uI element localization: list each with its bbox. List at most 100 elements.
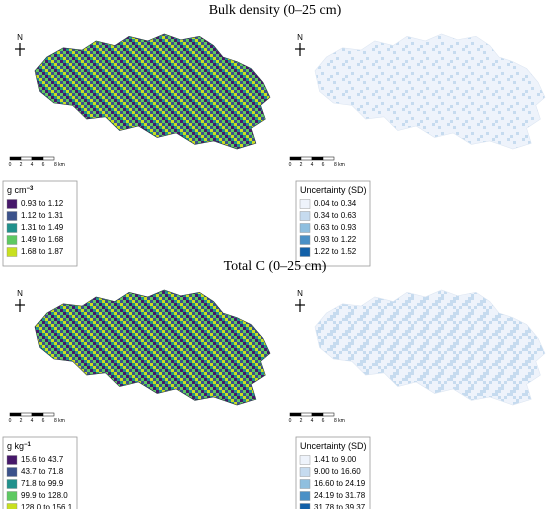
- legend-label: 43.7 to 71.8: [21, 467, 64, 476]
- scale-label: 8 km: [54, 418, 65, 424]
- legend-label: 128.0 to 156.1: [21, 503, 73, 509]
- legend-title-text: g kg: [7, 441, 24, 451]
- legend-swatch: [299, 247, 311, 257]
- legend-swatch: [299, 223, 311, 233]
- panel-title: Total C (0–25 cm): [224, 259, 327, 274]
- scale-bar: [300, 412, 313, 417]
- scale-label: 2: [20, 162, 23, 168]
- map-panel: N 0 2 4 6 8 km Uncertainty (SD) 0.04 to 0.34 0.3…: [289, 33, 546, 267]
- legend-swatch: [299, 479, 311, 489]
- panel-title: Bulk density (0–25 cm): [209, 3, 342, 18]
- scale-bar: [322, 412, 335, 417]
- scale-bar: [9, 156, 22, 161]
- scale-bar: [289, 156, 302, 161]
- scale-bar: [311, 156, 324, 161]
- map-panel: N 0 2 4 6 8 km g kg−1 15.6 to 43.7 43.7 to 71.8 7…: [2, 289, 271, 509]
- legend-label: 15.6 to 43.7: [21, 455, 64, 464]
- legend-title-sup: −1: [24, 442, 32, 448]
- legend-swatch: [6, 455, 18, 465]
- scale-bar: [31, 412, 44, 417]
- scale-label: 0: [289, 162, 292, 168]
- region-map: [314, 289, 546, 406]
- legend-title: g cm−3: [7, 185, 34, 195]
- scale-label: 4: [311, 418, 314, 424]
- legend-swatch: [6, 247, 18, 257]
- scale-label: 2: [20, 418, 23, 424]
- scale-bar: [42, 412, 55, 417]
- legend-label: 31.78 to 39.37: [314, 503, 366, 509]
- scale-bar: [311, 412, 324, 417]
- legend-swatch: [6, 479, 18, 489]
- legend-label: 99.9 to 128.0: [21, 491, 68, 500]
- scale-bar: [300, 156, 313, 161]
- legend-label: 1.41 to 9.00: [314, 455, 357, 464]
- legend-swatch: [299, 455, 311, 465]
- legend-label: 1.31 to 1.49: [21, 223, 64, 232]
- legend-swatch: [6, 211, 18, 221]
- legend-label: 1.49 to 1.68: [21, 235, 64, 244]
- legend-swatch: [6, 503, 18, 509]
- legend-label: 16.60 to 24.19: [314, 479, 366, 488]
- region-map: [34, 289, 271, 406]
- scale-bar: [322, 156, 335, 161]
- legend-label: 0.34 to 0.63: [314, 211, 357, 220]
- legend-title-text: Uncertainty (SD): [300, 441, 367, 451]
- legend-label: 24.19 to 31.78: [314, 491, 366, 500]
- legend-swatch: [6, 223, 18, 233]
- scale-bar: [9, 412, 22, 417]
- legend-title: Uncertainty (SD): [300, 441, 367, 451]
- scale-label: 6: [42, 418, 45, 424]
- legend-swatch: [299, 199, 311, 209]
- scale-label: 8 km: [334, 418, 345, 424]
- scale-label: 6: [322, 162, 325, 168]
- scale-label: 0: [289, 418, 292, 424]
- scale-label: 8 km: [334, 162, 345, 168]
- region-map: [34, 33, 271, 150]
- legend-title: Uncertainty (SD): [300, 185, 367, 195]
- legend-swatch: [6, 199, 18, 209]
- legend-label: 0.63 to 0.93: [314, 223, 357, 232]
- scale-bar: [289, 412, 302, 417]
- scale-label: 6: [322, 418, 325, 424]
- scale-label: 6: [42, 162, 45, 168]
- legend-swatch: [6, 467, 18, 477]
- scale-bar: [20, 412, 33, 417]
- legend-swatch: [299, 467, 311, 477]
- map-panel: N 0 2 4 6 8 km Uncertainty (SD) 1.41 to 9.00 9.0…: [289, 289, 546, 509]
- scale-bar: [42, 156, 55, 161]
- map-panel: N 0 2 4 6 8 km g cm−3 0.93 to 1.12 1.12 to 1.31 1…: [2, 33, 271, 267]
- legend-swatch: [6, 235, 18, 245]
- scale-label: 0: [9, 418, 12, 424]
- north-label: N: [17, 289, 23, 298]
- legend-label: 0.04 to 0.34: [314, 199, 357, 208]
- scale-bar: [31, 156, 44, 161]
- legend-swatch: [299, 235, 311, 245]
- legend-label: 0.93 to 1.22: [314, 235, 357, 244]
- north-label: N: [17, 33, 23, 42]
- legend-swatch: [299, 503, 311, 509]
- legend-swatch: [299, 491, 311, 501]
- scale-label: 0: [9, 162, 12, 168]
- legend-label: 1.22 to 1.52: [314, 247, 357, 256]
- scale-label: 4: [311, 162, 314, 168]
- legend-label: 1.68 to 1.87: [21, 247, 64, 256]
- legend-title-text: g cm: [7, 185, 27, 195]
- north-label: N: [297, 289, 303, 298]
- legend-label: 1.12 to 1.31: [21, 211, 64, 220]
- legend-title-text: Uncertainty (SD): [300, 185, 367, 195]
- legend-swatch: [299, 211, 311, 221]
- legend-title-sup: −3: [27, 186, 35, 192]
- legend-label: 71.8 to 99.9: [21, 479, 64, 488]
- region-map: [314, 33, 546, 150]
- legend-label: 9.00 to 16.60: [314, 467, 361, 476]
- legend-swatch: [6, 491, 18, 501]
- legend-label: 0.93 to 1.12: [21, 199, 64, 208]
- scale-bar: [20, 156, 33, 161]
- scale-label: 2: [300, 162, 303, 168]
- scale-label: 4: [31, 418, 34, 424]
- scale-label: 8 km: [54, 162, 65, 168]
- north-label: N: [297, 33, 303, 42]
- scale-label: 2: [300, 418, 303, 424]
- scale-label: 4: [31, 162, 34, 168]
